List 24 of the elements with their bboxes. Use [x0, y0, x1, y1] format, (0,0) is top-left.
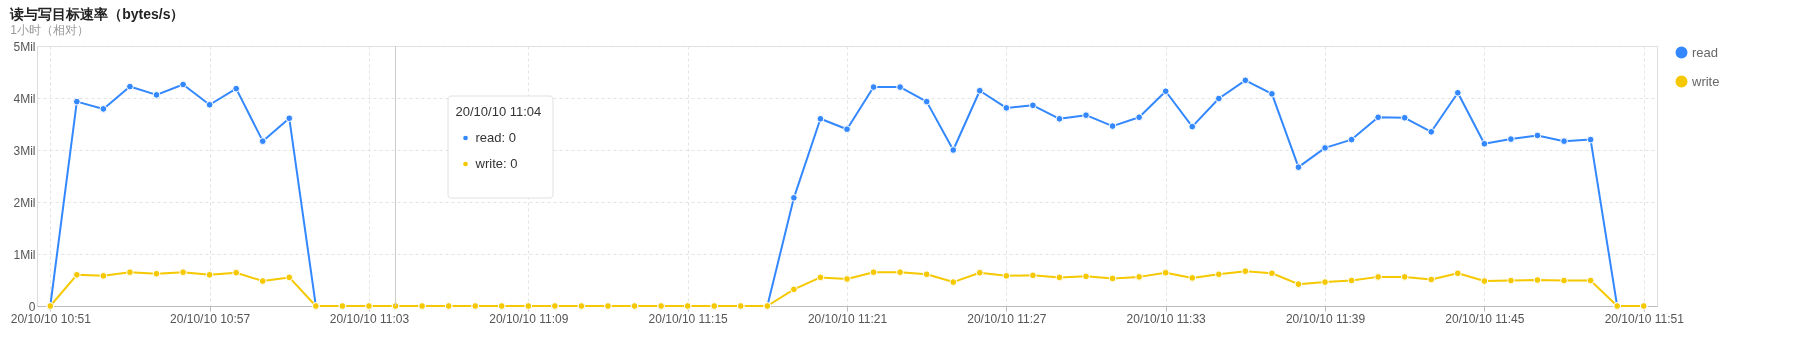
annotation: write: 0 [474, 156, 518, 171]
annotation: 20/10/10 11:04 [455, 104, 542, 119]
x-tick-label: 20/10/10 10:51 [10, 311, 92, 326]
legend-label: read [1692, 44, 1719, 60]
x-tick-label: 20/10/10 11:45 [1445, 311, 1525, 326]
y-tick-label: 2Mil [13, 195, 36, 210]
x-tick-label: 20/10/10 11:09 [489, 311, 569, 326]
y-tick-label: 0 [28, 299, 36, 314]
y-tick-label: 1Mil [13, 247, 36, 262]
chart-subtitle: 1小时（相对） [10, 23, 89, 37]
chart-title: 读与写目标速率（bytes/s） [9, 6, 185, 22]
x-tick-label: 20/10/10 11:21 [807, 311, 888, 326]
x-tick-label: 20/10/10 11:15 [648, 311, 729, 326]
x-tick-label: 20/10/10 11:03 [329, 311, 410, 326]
x-tick-label: 20/10/10 10:57 [170, 311, 251, 326]
x-tick-label: 20/10/10 11:51 [1604, 311, 1685, 326]
annotation: read: 0 [475, 130, 517, 145]
y-tick-label: 4Mil [13, 91, 36, 106]
x-tick-label: 20/10/10 11:33 [1126, 311, 1207, 326]
x-tick-label: 20/10/10 11:27 [967, 311, 1047, 326]
legend-label: write [1691, 73, 1720, 89]
y-tick-label: 3Mil [13, 143, 36, 158]
y-tick-label: 5Mil [13, 39, 36, 54]
x-tick-label: 20/10/10 11:39 [1285, 311, 1366, 326]
